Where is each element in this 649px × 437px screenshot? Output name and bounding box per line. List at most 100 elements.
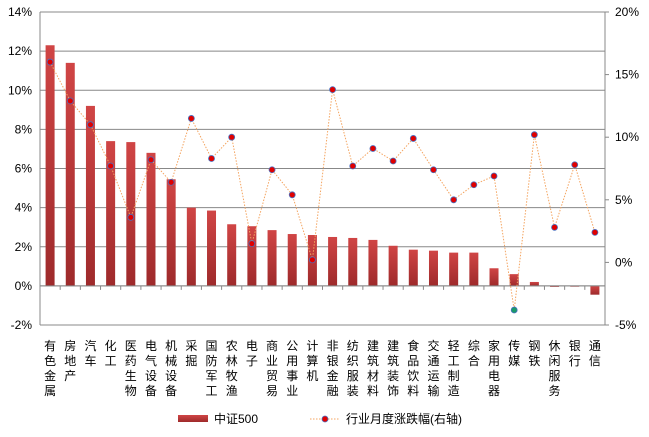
category-label-char: 设 — [145, 369, 157, 383]
line-point — [127, 213, 135, 221]
legend-label: 中证500 — [214, 411, 258, 426]
line-point — [46, 58, 54, 66]
series-line — [49, 61, 596, 311]
category-label-char: 车 — [84, 353, 96, 368]
category-label-char: 备 — [165, 384, 177, 398]
category-label-char: 输 — [427, 383, 439, 398]
category-label-char: 化 — [105, 339, 117, 353]
line-point — [571, 161, 579, 169]
category-label-char: 运 — [427, 369, 439, 383]
category-label-char: 采 — [185, 339, 197, 353]
bar — [207, 210, 217, 286]
bar — [45, 45, 55, 286]
category-label-char: 休 — [549, 339, 561, 353]
category-label-char: 农 — [226, 339, 238, 353]
category-label-char: 制 — [448, 369, 460, 383]
category-label-char: 建 — [367, 339, 379, 353]
category-label-char: 轻 — [448, 339, 460, 353]
line-point — [470, 181, 478, 189]
category-label-char: 闲 — [549, 354, 561, 368]
line-point — [268, 166, 276, 174]
legend-label: 行业月度涨跌幅(右轴) — [346, 411, 462, 426]
category-label-char: 织 — [347, 354, 359, 368]
line-point — [490, 172, 498, 180]
category-label-char: 饰 — [387, 384, 399, 398]
category-label-char: 渔 — [226, 384, 238, 398]
left-tick-label: 12% — [8, 44, 32, 58]
line-point — [187, 115, 195, 122]
category-label-char: 商 — [266, 338, 278, 353]
category-label-char: 金 — [44, 368, 56, 383]
line-point — [530, 131, 538, 139]
left-tick-label: 10% — [8, 83, 32, 97]
category-label-char: 通 — [589, 339, 601, 353]
line-point — [510, 306, 518, 314]
category-label-char: 子 — [246, 354, 258, 368]
left-tick-label: 2% — [15, 240, 33, 254]
category-label-char: 食 — [407, 338, 419, 353]
category-label-char: 物 — [125, 384, 137, 398]
bar — [186, 207, 196, 286]
bar — [227, 224, 237, 286]
category-label-char: 银 — [327, 354, 339, 368]
line-point — [430, 166, 437, 174]
category-label-char: 气 — [145, 353, 157, 368]
bar — [509, 274, 519, 286]
bar — [65, 62, 75, 286]
category-label-char: 林 — [226, 354, 238, 368]
line-point — [309, 256, 316, 264]
bar — [368, 239, 378, 286]
category-label-char: 用 — [488, 354, 500, 368]
category-label-char: 媒 — [508, 354, 520, 368]
category-label-char: 公 — [286, 339, 298, 353]
category-label-char: 合 — [468, 353, 480, 368]
bar — [146, 152, 156, 286]
category-label-char: 行 — [569, 354, 581, 368]
category-label-char: 有 — [44, 339, 56, 353]
legend-bar-swatch — [178, 415, 208, 422]
line-point — [591, 228, 599, 236]
category-label-char: 药 — [125, 354, 137, 368]
category-label-char: 钢 — [528, 339, 540, 353]
category-label-char: 装 — [387, 369, 399, 383]
category-label-char: 事 — [286, 369, 298, 383]
bar — [267, 230, 277, 286]
category-label-char: 工 — [206, 384, 218, 398]
bar — [328, 236, 338, 286]
left-tick-label: 6% — [15, 162, 33, 176]
category-label-char: 饮 — [407, 369, 419, 383]
line-point — [369, 145, 377, 152]
right-tick-label: -5% — [615, 318, 637, 332]
left-tick-label: 8% — [15, 122, 33, 136]
line-point — [147, 156, 155, 164]
category-label-char: 色 — [44, 354, 56, 368]
category-label-char: 非 — [327, 339, 339, 353]
bar — [469, 252, 479, 286]
category-label-char: 器 — [488, 384, 500, 398]
bar — [489, 268, 499, 286]
bar — [449, 252, 459, 286]
category-label-char: 融 — [327, 384, 339, 398]
line-point — [208, 155, 215, 162]
line-point — [167, 178, 175, 186]
category-label-char: 品 — [407, 354, 419, 368]
category-label-char: 机 — [165, 339, 177, 353]
line-point — [389, 157, 397, 165]
category-label-char: 电 — [488, 369, 500, 383]
category-label-char: 建 — [387, 339, 399, 353]
category-label-char: 电 — [246, 339, 258, 353]
line-point — [248, 240, 256, 248]
category-label-char: 务 — [549, 383, 561, 398]
category-label-char: 交 — [427, 338, 439, 353]
bar — [166, 179, 176, 286]
line-point — [107, 162, 115, 170]
bar — [408, 249, 418, 286]
category-label-char: 用 — [286, 354, 298, 368]
category-label-char: 综 — [468, 339, 480, 353]
right-tick-label: 20% — [615, 5, 639, 19]
line-point — [228, 133, 236, 141]
category-label-char: 易 — [266, 384, 278, 398]
category-label-char: 工 — [105, 354, 117, 368]
category-label-char: 家 — [488, 338, 500, 353]
